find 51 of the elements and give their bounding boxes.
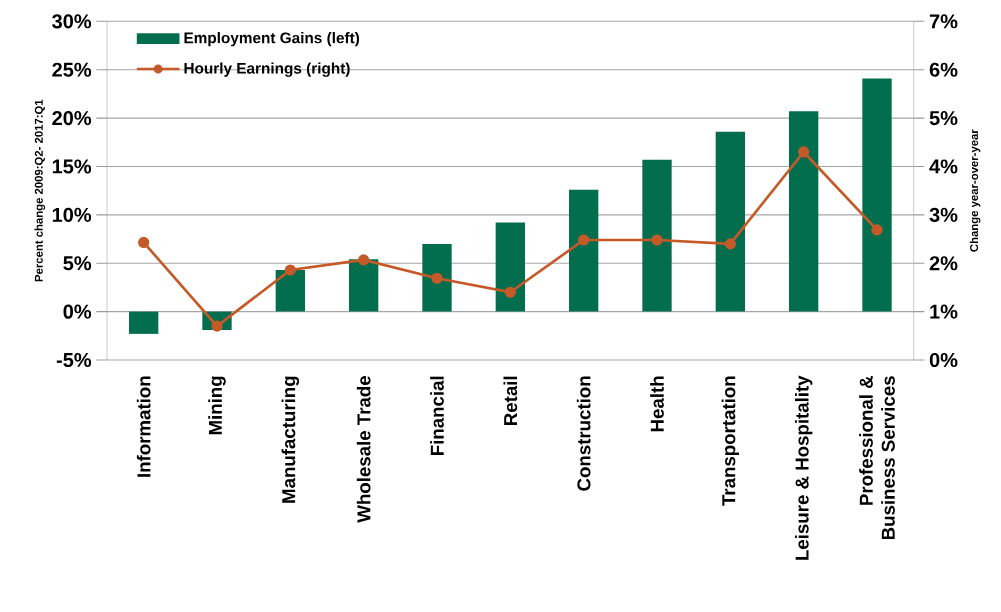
x-tick-label: Wholesale Trade — [356, 376, 371, 523]
bar — [349, 259, 379, 312]
point — [578, 234, 590, 246]
y2-tick-label: 5% — [929, 111, 958, 126]
point — [504, 286, 516, 298]
x-tick-label: Construction — [576, 376, 591, 491]
y2-tick-label: 7% — [929, 14, 958, 29]
x-tick-label: Transportation — [721, 376, 740, 506]
y2-tick-label: 3% — [929, 207, 958, 222]
y2-tick-label: 2% — [929, 256, 958, 271]
y-tick-label: 5% — [63, 256, 92, 271]
x-tick-label: Manufacturing — [281, 376, 300, 503]
x-tick-label: Health — [650, 376, 664, 432]
bar — [495, 222, 525, 312]
legend-label: Hourly Earnings (right) — [184, 62, 350, 77]
bar — [789, 111, 819, 312]
y-tick-label: 25% — [52, 62, 92, 77]
bar — [642, 159, 672, 312]
point — [358, 254, 370, 266]
y-tick-label: 0% — [63, 304, 92, 319]
y2-axis-title: Change year-over-year — [969, 129, 981, 252]
point — [431, 272, 443, 284]
y-tick-label: 30% — [52, 14, 92, 29]
bar — [569, 189, 599, 312]
point — [871, 224, 883, 236]
y-tick-label: -5% — [56, 352, 92, 368]
y-tick-label: 15% — [52, 159, 92, 174]
legend-label: Employment Gains (left) — [184, 32, 360, 47]
point — [798, 146, 810, 158]
bar — [275, 270, 305, 312]
bar — [862, 78, 892, 312]
point — [284, 264, 296, 276]
bar — [422, 243, 452, 312]
x-tick-label: Professional & Business Services — [859, 375, 895, 540]
bar — [129, 311, 159, 334]
x-tick-label: Mining — [208, 376, 226, 435]
y-tick-label: 10% — [52, 207, 92, 222]
y2-tick-label: 6% — [929, 62, 958, 77]
point — [724, 238, 736, 250]
point — [138, 236, 150, 249]
x-tick-label: Retail — [503, 376, 518, 425]
x-tick-label: Information — [136, 376, 151, 477]
x-tick-label: Leisure & Hospitality — [794, 375, 813, 560]
y2-tick-label: 1% — [930, 304, 958, 319]
point — [651, 234, 663, 246]
y2-tick-label: 4% — [929, 159, 958, 174]
y-axis-title: Percent change 2009:Q2- 2017:Q1 — [34, 99, 46, 282]
y2-tick-label: 0% — [929, 352, 958, 368]
bar — [715, 131, 745, 312]
y-tick-label: 20% — [52, 111, 92, 126]
x-tick-label: Financial — [430, 376, 444, 456]
